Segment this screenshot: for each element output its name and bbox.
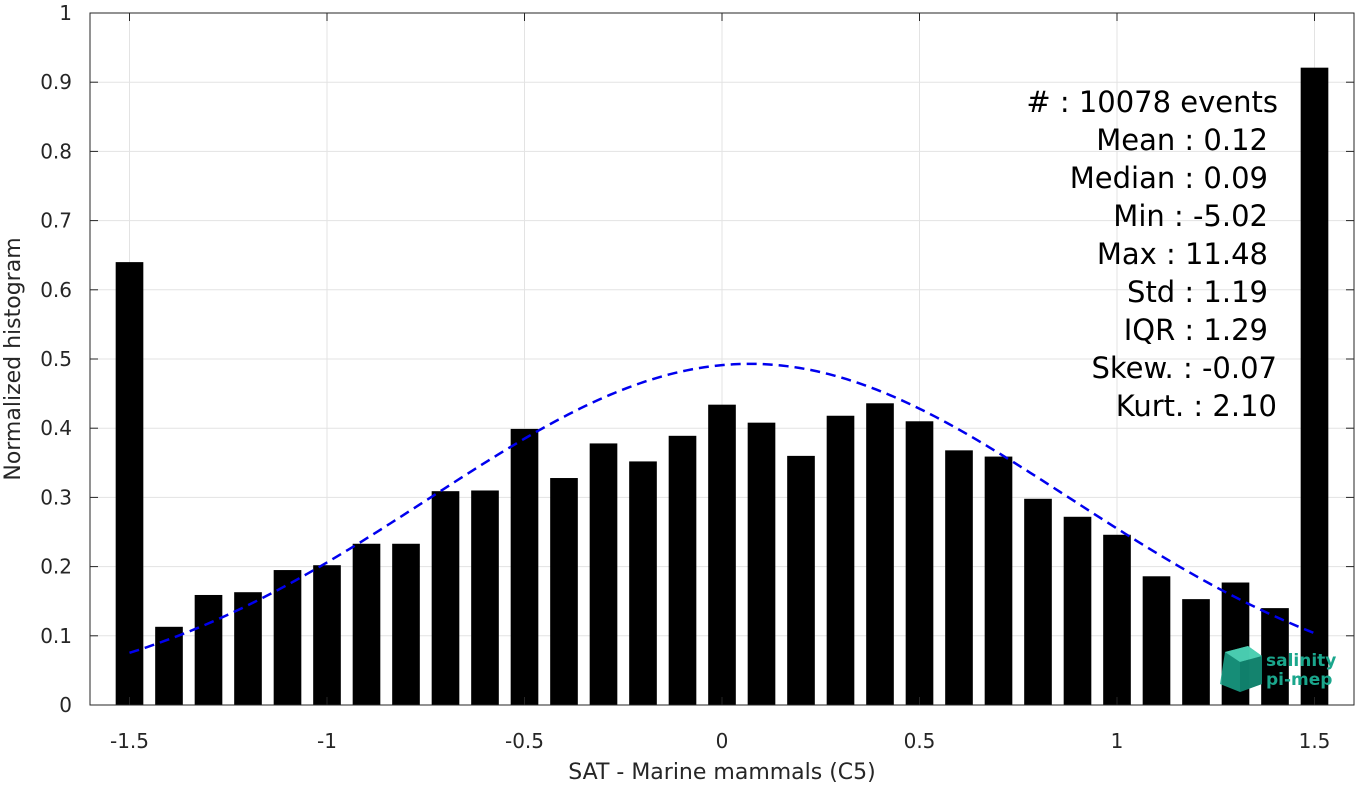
cube-icon	[1220, 646, 1262, 692]
x-tick-label: 0.5	[904, 729, 936, 753]
histogram-bar	[1182, 599, 1210, 705]
y-tick-label: 0.6	[40, 278, 72, 302]
salinity-pi-mep-logo: salinity pi-mep	[1220, 646, 1336, 692]
logo-text-line1: salinity	[1266, 651, 1336, 671]
histogram-bar	[1142, 576, 1171, 705]
x-tick-label: 0	[716, 729, 729, 753]
histogram-bar	[905, 421, 934, 705]
statistics-annotation: # : 10078 events Mean : 0.12 Median : 0.09…	[1026, 85, 1278, 423]
histogram-bar	[589, 443, 618, 705]
y-tick-label: 0.9	[40, 70, 72, 94]
histogram-bar	[787, 455, 815, 705]
x-tick-label: 1	[1111, 729, 1124, 753]
histogram-bar	[273, 570, 302, 705]
histogram-bars	[115, 67, 1329, 706]
histogram-bar	[1024, 498, 1052, 705]
histogram-bar	[945, 450, 973, 705]
stats-line: Max : 11.48	[1097, 237, 1268, 271]
stats-line: Std : 1.19	[1127, 275, 1268, 309]
histogram-bar	[194, 594, 223, 705]
y-tick-label: 0.4	[40, 416, 72, 440]
stats-line: IQR : 1.29	[1124, 313, 1268, 347]
x-tick-label: -0.5	[505, 729, 544, 753]
y-tick-label: 0	[59, 693, 72, 717]
y-tick-label: 0.5	[40, 347, 72, 371]
logo-text-line2: pi-mep	[1266, 670, 1332, 690]
histogram-bar	[471, 490, 499, 705]
histogram-bar	[629, 461, 657, 705]
histogram-bar	[1103, 534, 1131, 705]
y-tick-label: 0.8	[40, 139, 72, 163]
stats-line: Mean : 0.12	[1096, 123, 1268, 157]
y-tick-label: 0.3	[40, 485, 72, 509]
histogram-bar	[510, 428, 539, 705]
histogram-bar	[550, 478, 578, 705]
y-axis-label: Normalized histogram	[1, 237, 26, 480]
histogram-bar	[392, 543, 420, 705]
y-axis-ticks: 0 0.1 0.2 0.3 0.4 0.5 0.6 0.7 0.8 0.9 1	[40, 1, 1354, 717]
histogram-bar	[1063, 516, 1092, 705]
histogram-bar	[747, 422, 776, 705]
histogram-bar	[155, 626, 183, 705]
stats-line: Median : 0.09	[1070, 161, 1268, 195]
stats-line: Min : -5.02	[1113, 199, 1268, 233]
x-tick-label: -1	[317, 729, 337, 753]
normal-fit-curve	[129, 362, 1315, 655]
stats-line: Skew. : -0.07	[1091, 351, 1277, 385]
histogram-bar	[431, 491, 460, 705]
histogram-bar	[708, 404, 736, 705]
x-tick-label: 1.5	[1299, 729, 1331, 753]
x-tick-label: -1.5	[110, 729, 149, 753]
histogram-bar	[1261, 608, 1289, 705]
y-tick-label: 0.1	[40, 624, 72, 648]
y-tick-label: 1	[59, 1, 72, 25]
y-tick-label: 0.2	[40, 555, 72, 579]
histogram-bar	[352, 543, 381, 705]
histogram-bar	[826, 415, 855, 705]
x-axis-ticks: -1.5 -1 -0.5 0 0.5 1 1.5	[110, 13, 1330, 753]
histogram-bar	[1300, 67, 1329, 706]
x-axis-label: SAT - Marine mammals (C5)	[568, 760, 876, 785]
histogram-bar	[115, 262, 144, 705]
histogram-bar	[313, 565, 341, 705]
histogram-bar	[668, 435, 697, 705]
histogram-bar	[866, 403, 894, 705]
stats-line: Kurt. : 2.10	[1116, 389, 1277, 423]
histogram-bar	[984, 456, 1013, 705]
y-tick-label: 0.7	[40, 209, 72, 233]
stats-line: # : 10078 events	[1026, 85, 1278, 119]
